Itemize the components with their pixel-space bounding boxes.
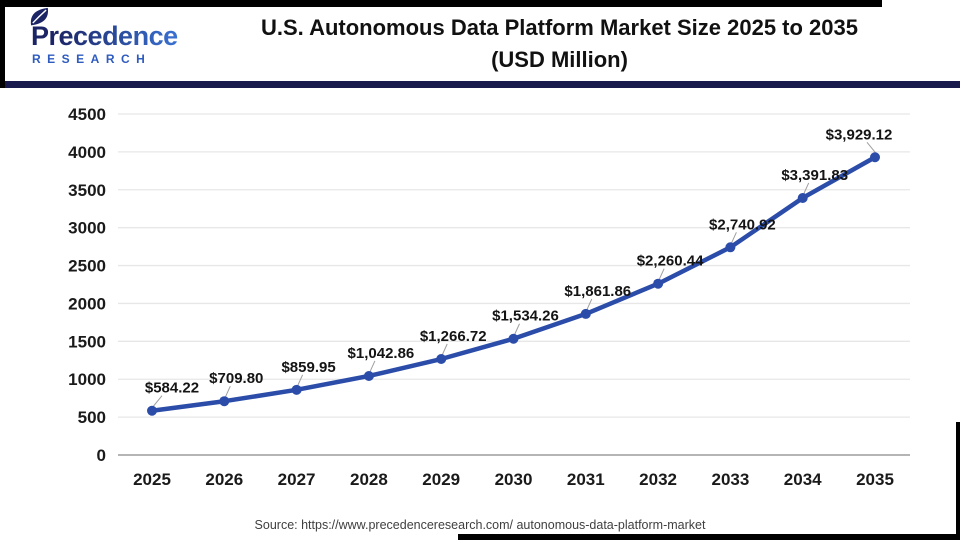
source-text: Source: https://www.precedenceresearch.c… [254, 518, 706, 532]
x-axis-tick-label: 2035 [856, 470, 894, 489]
y-axis-tick-label: 4500 [68, 105, 106, 124]
x-axis-tick-label: 2028 [350, 470, 388, 489]
y-axis-tick-label: 2000 [68, 294, 106, 313]
logo-subtitle: RESEARCH [32, 52, 152, 66]
x-axis-tick-label: 2029 [422, 470, 460, 489]
data-point-label: $709.80 [209, 370, 263, 387]
data-point-label: $1,534.26 [492, 308, 559, 325]
x-axis-tick-label: 2025 [133, 470, 171, 489]
data-point [219, 396, 230, 407]
label-leader-line [441, 343, 448, 356]
x-axis-tick-label: 2030 [495, 470, 533, 489]
y-axis-tick-label: 0 [97, 446, 106, 465]
label-leader-line [658, 268, 665, 280]
label-leader-line [866, 141, 877, 154]
leaf-icon [30, 7, 49, 26]
x-axis-tick-label: 2032 [639, 470, 677, 489]
data-point-label: $584.22 [145, 380, 199, 397]
label-leader-line [224, 386, 231, 398]
y-axis-tick-label: 3500 [68, 181, 106, 200]
x-axis-tick-label: 2034 [784, 470, 822, 489]
label-leader-line [369, 360, 376, 373]
header: Precedence RESEARCH U.S. Autonomous Data… [0, 0, 960, 81]
brand-logo: Precedence RESEARCH [5, 7, 197, 66]
header-divider [0, 81, 960, 88]
y-axis-tick-label: 4000 [68, 143, 106, 162]
data-point [147, 405, 157, 416]
y-axis-tick-label: 1500 [68, 332, 106, 351]
chart-title-line1: U.S. Autonomous Data Platform Market Siz… [260, 15, 859, 41]
data-point-label: $1,042.86 [348, 345, 415, 362]
data-point [363, 370, 374, 381]
frame-border-top [0, 0, 882, 7]
x-axis-tick-label: 2031 [567, 470, 605, 489]
chart-title-line2: (USD Million) [491, 47, 628, 72]
label-leader-line [586, 298, 593, 311]
label-leader-line [514, 323, 520, 335]
data-point [870, 152, 880, 163]
y-axis-tick-label: 2500 [68, 257, 106, 276]
frame-border-left [0, 0, 5, 88]
x-axis-tick-label: 2026 [205, 470, 243, 489]
x-axis-tick-label: 2033 [711, 470, 749, 489]
chart-title: U.S. Autonomous Data Platform Market Siz… [197, 12, 960, 76]
x-axis-tick-label: 2027 [278, 470, 316, 489]
data-point-label: $859.95 [281, 359, 335, 376]
y-axis-tick-label: 1000 [68, 370, 106, 389]
data-point-label: $3,929.12 [826, 126, 893, 143]
frame-border-bottom [458, 534, 960, 540]
data-point [291, 384, 302, 395]
data-point-label: $2,260.44 [637, 253, 704, 270]
label-leader-line [152, 395, 163, 408]
y-axis-tick-label: 500 [78, 408, 106, 427]
label-leader-line [803, 182, 810, 195]
data-point-label: $3,391.83 [781, 167, 848, 184]
logo-wordmark: Precedence [31, 23, 197, 50]
market-size-line-chart: 0 500 1000 1500 2000 2500 3000 3500 4000 4500 2025… [68, 105, 910, 489]
data-point [653, 278, 664, 289]
y-axis-tick-label: 3000 [68, 219, 106, 238]
frame-border-right [956, 422, 960, 540]
data-point [580, 308, 591, 319]
data-point-label: $1,266.72 [420, 328, 487, 345]
data-point [797, 192, 808, 203]
data-point [436, 354, 447, 365]
label-leader-line [730, 232, 737, 244]
data-point [725, 242, 736, 253]
data-point-label: $1,861.86 [564, 283, 631, 300]
data-point-label: $2,740.92 [709, 216, 776, 233]
label-leader-line [297, 374, 304, 387]
data-point [508, 333, 519, 344]
